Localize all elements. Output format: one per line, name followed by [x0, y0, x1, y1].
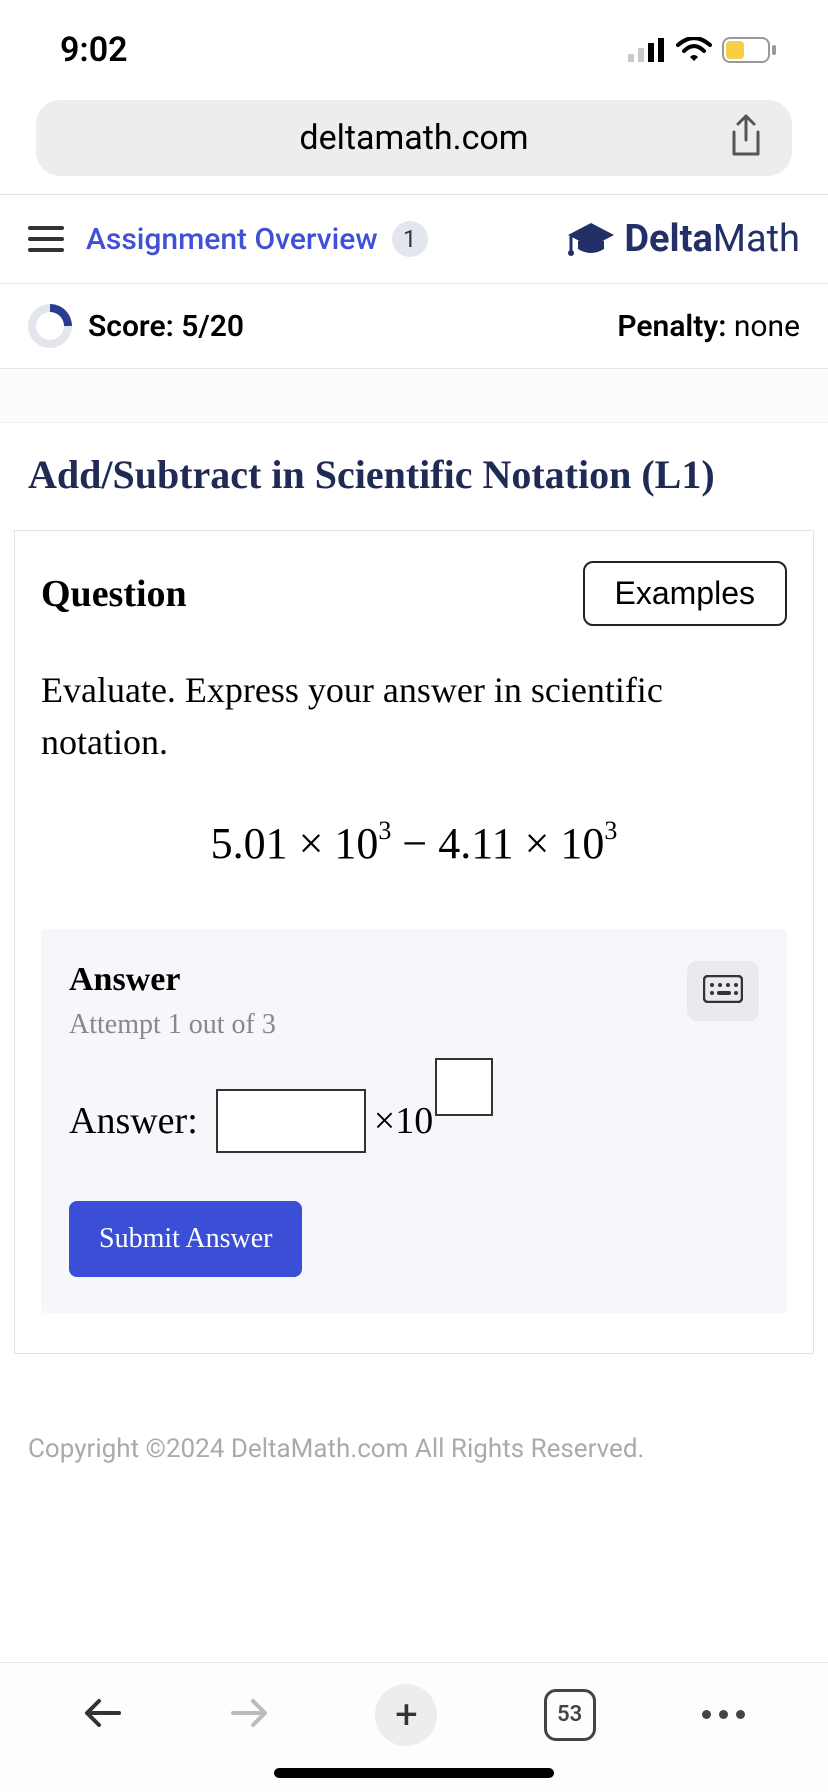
dot-icon — [736, 1710, 745, 1719]
arrow-right-icon — [229, 1695, 269, 1731]
penalty: Penalty: none — [617, 309, 800, 344]
url-text: deltamath.com — [299, 118, 528, 158]
answer-label: Answer: — [69, 1099, 198, 1143]
times-ten: ×10 — [374, 1099, 433, 1143]
examples-button[interactable]: Examples — [583, 561, 788, 626]
question-header: Question — [41, 572, 187, 616]
grad-cap-icon — [566, 221, 616, 257]
submit-button[interactable]: Submit Answer — [69, 1201, 302, 1277]
deltamath-logo[interactable]: DeltaMath — [566, 217, 800, 261]
hamburger-icon[interactable] — [28, 226, 64, 252]
attempt-text: Attempt 1 out of 3 — [69, 1009, 276, 1041]
forward-button[interactable] — [229, 1695, 269, 1735]
math-expression: 5.01 × 103 − 4.11 × 103 — [41, 818, 787, 869]
spacer — [0, 369, 828, 423]
battery-icon — [722, 37, 778, 63]
overview-badge: 1 — [392, 221, 428, 257]
status-bar: 9:02 — [0, 0, 828, 100]
score-label: Score: 5/20 — [88, 309, 244, 344]
keypad-button[interactable] — [687, 961, 759, 1021]
logo-math: Math — [713, 217, 800, 261]
share-icon[interactable] — [728, 114, 764, 162]
browser-toolbar: + 53 — [0, 1662, 828, 1792]
answer-input-line: Answer: ×10 — [69, 1089, 759, 1153]
answer-section: Answer Attempt 1 out of 3 Answer: ×10 Su… — [41, 929, 787, 1313]
question-card: Question Examples Evaluate. Express your… — [14, 530, 814, 1354]
dot-icon — [702, 1710, 711, 1719]
copyright: Copyright ©2024 DeltaMath.com All Rights… — [0, 1354, 828, 1480]
status-time: 9:02 — [60, 30, 128, 70]
cellular-icon — [628, 38, 666, 62]
keyboard-icon — [703, 975, 743, 1003]
instruction-text: Evaluate. Express your answer in scienti… — [41, 664, 787, 768]
tabs-button[interactable]: 53 — [544, 1689, 596, 1741]
progress-ring-icon — [28, 304, 72, 348]
dot-icon — [719, 1710, 728, 1719]
assignment-overview-link[interactable]: Assignment Overview — [86, 222, 378, 257]
logo-delta: Delta — [624, 217, 712, 261]
answer-heading: Answer — [69, 961, 276, 999]
penalty-label: Penalty: — [617, 309, 733, 344]
penalty-value: none — [734, 309, 800, 344]
coefficient-input[interactable] — [216, 1089, 366, 1153]
nav-bar: Assignment Overview 1 DeltaMath — [0, 195, 828, 283]
url-bar[interactable]: deltamath.com — [36, 100, 792, 176]
page-title: Add/Subtract in Scientific Notation (L1) — [0, 423, 828, 530]
back-button[interactable] — [83, 1695, 123, 1735]
score-bar: Score: 5/20 Penalty: none — [0, 283, 828, 369]
home-indicator — [274, 1768, 554, 1778]
wifi-icon — [676, 37, 712, 63]
new-tab-button[interactable]: + — [375, 1684, 437, 1746]
more-button[interactable] — [702, 1710, 745, 1719]
arrow-left-icon — [83, 1695, 123, 1731]
status-icons — [628, 37, 778, 63]
plus-icon: + — [395, 1691, 418, 1738]
exponent-input[interactable] — [435, 1058, 493, 1116]
